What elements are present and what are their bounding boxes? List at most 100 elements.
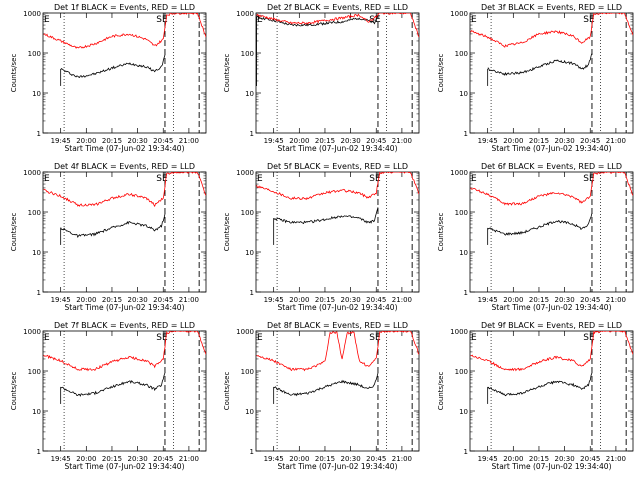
y-tick-label: 100	[28, 50, 41, 58]
lld-series-line	[470, 172, 633, 206]
x-tick-label: 20:30	[128, 296, 148, 304]
lld-series-line	[470, 13, 633, 48]
detector-panel: Det 5f BLACK = Events, RED = LLD 1 10 100 10…	[223, 162, 420, 312]
y-tick-label: 1000	[450, 169, 468, 177]
x-axis-label: Start Time (07-Jun-02 19:34:40)	[278, 462, 398, 471]
x-tick-label: 19:45	[51, 137, 71, 145]
y-tick-label: 100	[241, 209, 254, 217]
x-tick-label: 20:15	[529, 137, 549, 145]
marker-se-label: SE	[369, 15, 381, 25]
x-tick-label: 19:45	[51, 455, 71, 463]
plot-frame	[42, 330, 207, 452]
plot-frame	[42, 171, 207, 293]
y-tick-label: 1	[250, 289, 254, 297]
marker-se-label: SE	[156, 15, 168, 25]
events-series-line	[487, 372, 593, 397]
events-series-line	[60, 213, 166, 239]
x-tick-label: 20:45	[366, 296, 386, 304]
events-series-line	[487, 212, 593, 236]
marker-se-label: SE	[369, 174, 381, 184]
x-tick-label: 20:00	[503, 137, 523, 145]
y-tick-label: 10	[459, 408, 468, 416]
y-tick-label: 100	[28, 368, 41, 376]
x-tick-label: 19:45	[478, 296, 498, 304]
x-tick-label: 19:45	[478, 455, 498, 463]
x-axis-label: Start Time (07-Jun-02 19:34:40)	[65, 303, 185, 312]
x-tick-label: 20:30	[341, 137, 361, 145]
plot-frame	[469, 330, 634, 452]
x-tick-label: 21:00	[606, 455, 626, 463]
panel-title: Det 9f BLACK = Events, RED = LLD	[481, 321, 622, 330]
y-tick-label: 10	[245, 408, 254, 416]
x-tick-label: 20:15	[315, 455, 335, 463]
x-axis-label: Start Time (07-Jun-02 19:34:40)	[278, 144, 398, 153]
detector-panel: Det 4f BLACK = Events, RED = LLD 1 10 100 10…	[10, 162, 207, 312]
lld-series-line	[43, 172, 206, 208]
detector-panel: Det 8f BLACK = Events, RED = LLD 1 10 100 10…	[223, 321, 420, 471]
detector-panel: Det 7f BLACK = Events, RED = LLD 1 10 100 10…	[10, 321, 207, 471]
marker-e-label: E	[257, 174, 263, 184]
y-tick-label: 100	[455, 209, 468, 217]
x-tick-label: 21:00	[179, 296, 199, 304]
x-tick-label: 20:45	[366, 137, 386, 145]
x-tick-label: 20:15	[102, 296, 122, 304]
y-tick-label: 1	[250, 130, 254, 138]
y-tick-label: 100	[241, 50, 254, 58]
lld-series-line	[43, 13, 206, 49]
x-tick-label: 20:00	[503, 296, 523, 304]
y-axis-label: Counts/sec	[10, 213, 18, 252]
y-tick-label: 10	[245, 249, 254, 257]
lld-series-line	[43, 331, 206, 372]
x-tick-label: 20:45	[153, 296, 173, 304]
panel-title: Det 7f BLACK = Events, RED = LLD	[54, 321, 195, 330]
y-tick-label: 1	[37, 130, 41, 138]
panel-title: Det 2f BLACK = Events, RED = LLD	[267, 3, 408, 12]
x-tick-label: 21:00	[392, 455, 412, 463]
y-axis-label: Counts/sec	[223, 54, 231, 93]
lld-series-line	[470, 331, 633, 372]
y-axis-label: Counts/sec	[437, 372, 445, 411]
panel-title: Det 6f BLACK = Events, RED = LLD	[481, 162, 622, 171]
plot-frame	[255, 171, 420, 293]
y-tick-label: 1	[464, 448, 468, 456]
x-tick-label: 19:45	[264, 296, 284, 304]
x-tick-label: 21:00	[606, 137, 626, 145]
x-tick-label: 20:45	[366, 455, 386, 463]
x-tick-label: 20:00	[289, 296, 309, 304]
y-tick-label: 1	[250, 448, 254, 456]
y-tick-label: 1000	[236, 328, 254, 336]
y-tick-label: 1000	[450, 10, 468, 18]
x-tick-label: 20:30	[341, 455, 361, 463]
x-tick-label: 21:00	[392, 296, 412, 304]
y-tick-label: 10	[32, 408, 41, 416]
y-axis-label: Counts/sec	[10, 372, 18, 411]
y-tick-label: 1000	[23, 328, 41, 336]
panel-title: Det 3f BLACK = Events, RED = LLD	[481, 3, 622, 12]
x-axis-label: Start Time (07-Jun-02 19:34:40)	[65, 462, 185, 471]
x-tick-label: 20:00	[289, 137, 309, 145]
x-tick-label: 20:30	[341, 296, 361, 304]
x-tick-label: 20:00	[76, 296, 96, 304]
x-axis-label: Start Time (07-Jun-02 19:34:40)	[65, 144, 185, 153]
marker-e-label: E	[471, 15, 477, 25]
x-tick-label: 19:45	[478, 137, 498, 145]
x-tick-label: 20:30	[555, 137, 575, 145]
marker-se-label: SE	[583, 174, 595, 184]
panel-title: Det 4f BLACK = Events, RED = LLD	[54, 162, 195, 171]
x-tick-label: 21:00	[179, 137, 199, 145]
detector-panel: Det 9f BLACK = Events, RED = LLD 1 10 100 10…	[437, 321, 634, 471]
y-axis-label: Counts/sec	[437, 213, 445, 252]
y-tick-label: 1	[464, 130, 468, 138]
marker-se-label: SE	[583, 15, 595, 25]
x-tick-label: 20:30	[555, 455, 575, 463]
x-tick-label: 20:00	[289, 455, 309, 463]
lld-series-line	[256, 172, 419, 201]
y-tick-label: 1000	[450, 328, 468, 336]
x-tick-label: 21:00	[392, 137, 412, 145]
marker-se-label: SE	[583, 333, 595, 343]
x-axis-label: Start Time (07-Jun-02 19:34:40)	[492, 462, 612, 471]
events-series-line	[60, 372, 166, 397]
marker-e-label: E	[471, 174, 477, 184]
marker-e-label: E	[44, 333, 50, 343]
x-tick-label: 20:15	[102, 137, 122, 145]
